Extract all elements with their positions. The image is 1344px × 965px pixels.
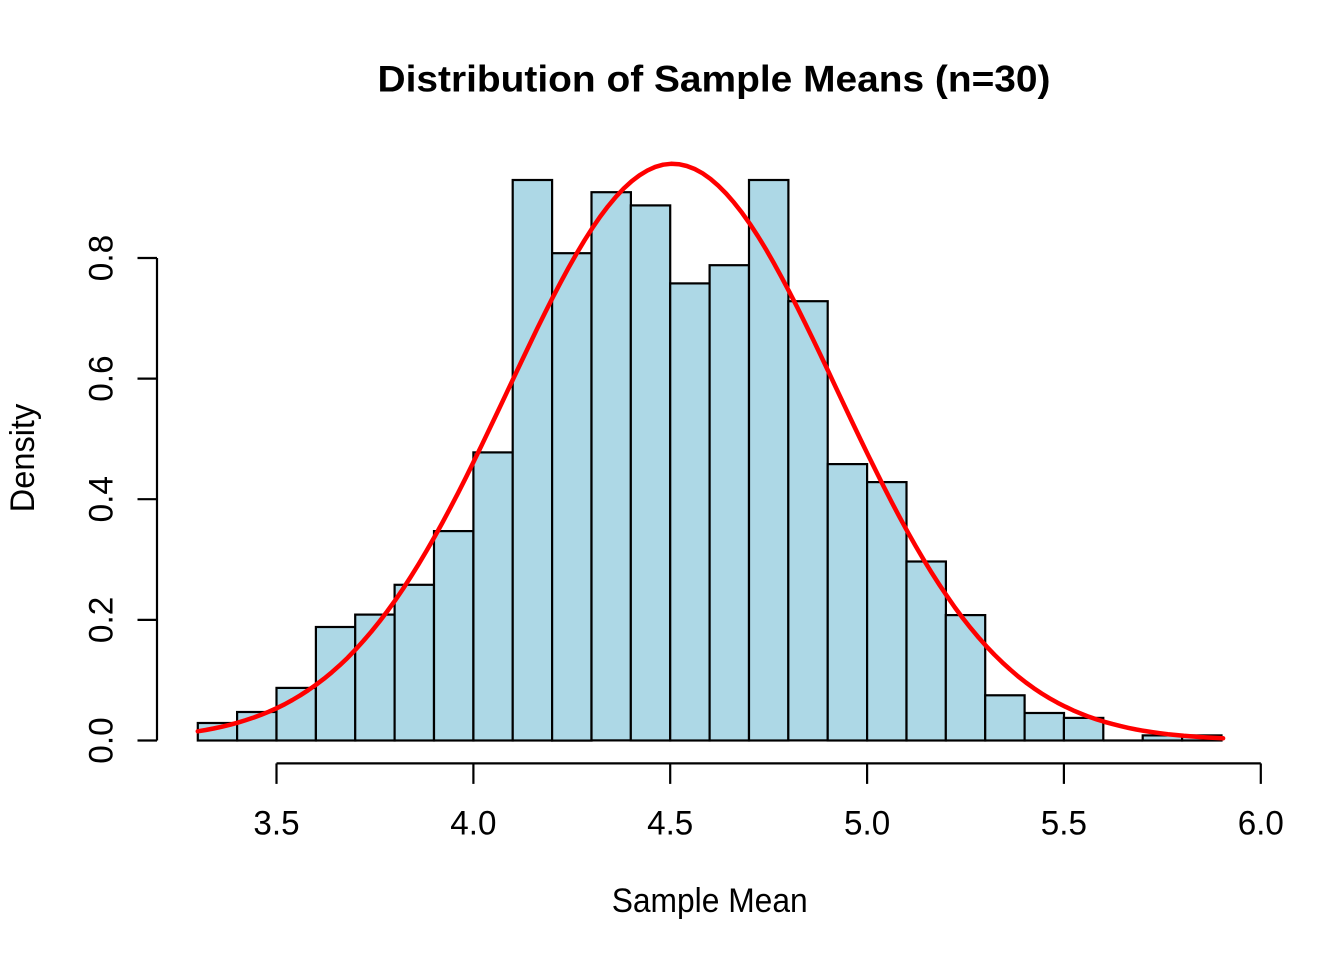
svg-text:0.2: 0.2	[83, 597, 121, 643]
svg-text:4.0: 4.0	[450, 805, 496, 843]
svg-text:6.0: 6.0	[1238, 805, 1284, 843]
svg-text:4.5: 4.5	[647, 805, 693, 843]
svg-text:3.5: 3.5	[253, 805, 299, 843]
svg-text:5.5: 5.5	[1041, 805, 1087, 843]
svg-text:0.6: 0.6	[83, 355, 121, 401]
svg-text:0.4: 0.4	[83, 476, 121, 522]
svg-text:Distribution of Sample Means (: Distribution of Sample Means (n=30)	[378, 57, 1051, 99]
svg-text:0.0: 0.0	[83, 717, 121, 763]
svg-text:Density: Density	[4, 403, 42, 512]
svg-text:Sample Mean: Sample Mean	[612, 882, 808, 920]
svg-text:5.0: 5.0	[844, 805, 890, 843]
svg-text:0.8: 0.8	[83, 235, 121, 281]
